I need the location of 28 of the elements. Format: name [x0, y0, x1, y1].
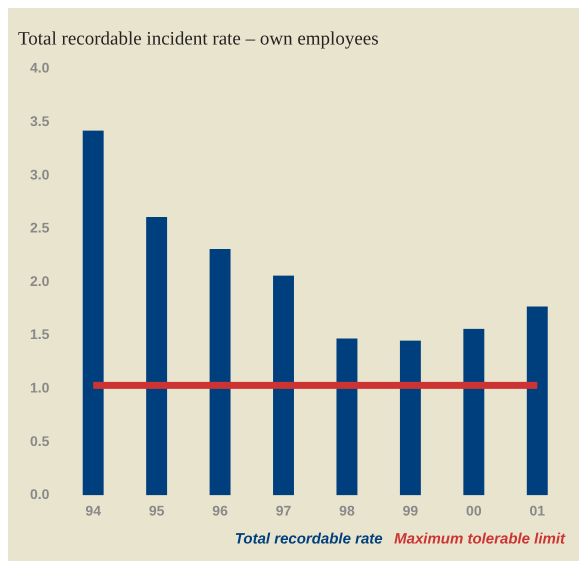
x-tick-label: 97: [276, 502, 292, 518]
chart-title: Total recordable incident rate – own employees: [18, 28, 379, 50]
y-tick-label: 4.0: [30, 60, 50, 76]
x-tick-label: 95: [148, 502, 165, 518]
bar: [146, 216, 168, 496]
x-tick-label: 98: [339, 502, 355, 518]
text: Total recordable rate: [234, 530, 383, 548]
bar: [82, 130, 104, 496]
y-tick-label: 3.0: [30, 166, 50, 182]
y-tick-label: 1.5: [30, 326, 50, 342]
y-tick-label: 0.0: [30, 486, 50, 502]
y-tick-label: 2.5: [30, 220, 50, 236]
x-tick-label: 99: [402, 502, 418, 518]
bar: [463, 328, 484, 496]
bar: [273, 276, 294, 496]
bar: [210, 248, 231, 496]
y-tick-label: 3.5: [30, 112, 50, 129]
x-tick-label: 96: [212, 502, 228, 518]
y-tick-label: 1.0: [30, 379, 50, 396]
bar: [400, 340, 421, 496]
y-tick-label: 0.5: [30, 432, 50, 449]
x-tick-label: 01: [529, 502, 546, 518]
text: Maximum tolerable limit: [394, 530, 566, 548]
x-tick-label: 00: [466, 502, 482, 518]
bar: [336, 338, 358, 496]
x-tick-label: 94: [85, 502, 102, 518]
bar: [526, 306, 548, 496]
y-tick-label: 2.0: [30, 272, 50, 289]
